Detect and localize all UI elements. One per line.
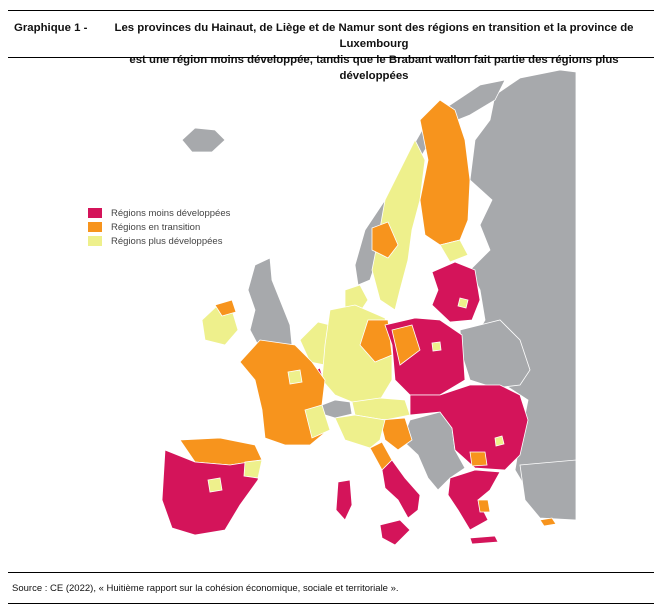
crete-less bbox=[469, 535, 499, 545]
source-note: Source : CE (2022), « Huitième rapport s… bbox=[12, 583, 399, 594]
paris-more bbox=[287, 369, 303, 385]
legend-item-more-developed: Régions plus développées bbox=[88, 234, 230, 248]
lithuania-more bbox=[457, 297, 469, 309]
legend-item-transition: Régions en transition bbox=[88, 220, 230, 234]
bulgaria-transition bbox=[469, 451, 488, 467]
italy-south-less bbox=[381, 459, 421, 519]
legend-swatch bbox=[88, 222, 102, 232]
switzerland-region bbox=[321, 399, 353, 419]
catalonia-more bbox=[243, 459, 263, 479]
greece-less bbox=[447, 469, 501, 531]
athens-transition bbox=[477, 499, 491, 513]
top-rule bbox=[8, 10, 654, 11]
legend-label: Régions plus développées bbox=[111, 235, 223, 247]
france-region bbox=[239, 339, 329, 446]
baltics-region bbox=[431, 261, 481, 323]
ireland-transition bbox=[214, 299, 237, 317]
turkey-region bbox=[519, 459, 577, 521]
sweden-region bbox=[371, 139, 426, 311]
finland-region bbox=[419, 99, 471, 246]
hungary-romania-bulgaria-less bbox=[409, 384, 529, 471]
poland-transition bbox=[391, 324, 421, 366]
title-line-1: Les provinces du Hainaut, de Liège et de… bbox=[114, 22, 634, 50]
italy-north-more bbox=[334, 414, 386, 449]
sweden-north-transition bbox=[371, 221, 399, 259]
bottom-rule bbox=[8, 603, 654, 604]
warsaw-more bbox=[431, 341, 442, 352]
france-southeast-more bbox=[304, 404, 331, 439]
sicily-less bbox=[379, 519, 411, 546]
germany-east-transition bbox=[359, 319, 393, 363]
sardinia-less bbox=[335, 479, 353, 521]
madrid-more bbox=[207, 477, 223, 493]
legend-swatch bbox=[88, 236, 102, 246]
legend-label: Régions moins développées bbox=[111, 207, 231, 219]
figure-label: Graphique 1 - bbox=[14, 22, 88, 34]
croatia-slovenia-transition bbox=[379, 417, 413, 451]
iceland-region bbox=[181, 127, 226, 153]
legend-item-less-developed: Régions moins développées bbox=[88, 206, 230, 220]
cyprus-region bbox=[539, 517, 557, 527]
bucharest-more bbox=[494, 435, 505, 447]
source-top-rule bbox=[8, 572, 654, 573]
legend-swatch bbox=[88, 208, 102, 218]
finland-south-more bbox=[439, 239, 469, 263]
title-rule bbox=[8, 57, 654, 58]
legend-label: Régions en transition bbox=[111, 221, 201, 233]
iberia-less bbox=[161, 449, 263, 536]
map-legend: Régions moins développées Régions en tra… bbox=[88, 206, 230, 248]
ukraine-region bbox=[459, 319, 531, 389]
